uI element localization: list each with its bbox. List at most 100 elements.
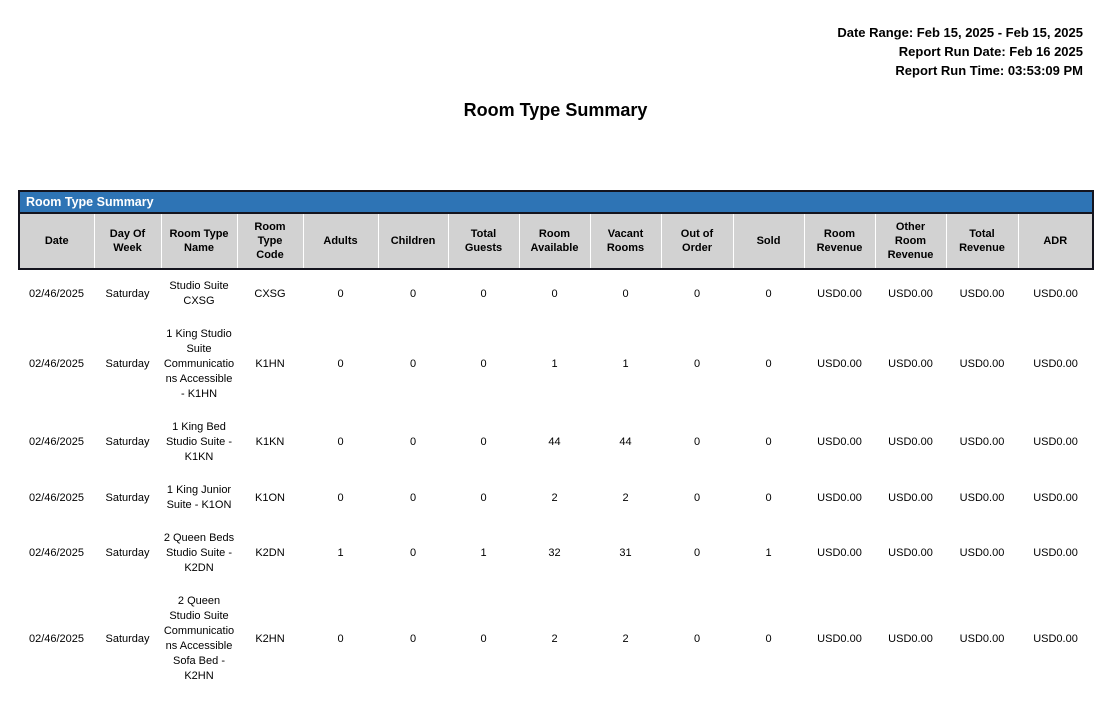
room-type-name-cell: 1 King Studio Suite Communications Acces… bbox=[161, 318, 237, 411]
column-header-sold: Sold bbox=[733, 213, 805, 270]
table-cell: 0 bbox=[661, 474, 733, 522]
column-header-total-guests: Total Guests bbox=[448, 213, 520, 270]
table-cell: 0 bbox=[303, 269, 378, 318]
table-cell: USD0.00 bbox=[804, 269, 875, 318]
table-cell: 2 bbox=[590, 474, 661, 522]
table-cell: USD0.00 bbox=[804, 411, 875, 474]
table-cell: 0 bbox=[378, 411, 448, 474]
column-header-children: Children bbox=[378, 213, 449, 270]
table-cell: K1ON bbox=[237, 474, 303, 522]
table-cell: 1 bbox=[448, 522, 519, 585]
table-cell: 0 bbox=[378, 474, 448, 522]
table-cell: 0 bbox=[448, 474, 519, 522]
table-cell: 0 bbox=[661, 411, 733, 474]
table-cell: USD0.00 bbox=[946, 585, 1018, 693]
table-cell: K2HN bbox=[237, 585, 303, 693]
report-run-time-text: Report Run Time: 03:53:09 PM bbox=[895, 63, 1083, 78]
table-cell: USD0.00 bbox=[1018, 585, 1094, 693]
table-cell: 0 bbox=[303, 474, 378, 522]
column-header-other-room-revenue: Other Room Revenue bbox=[875, 213, 947, 270]
table-cell: 0 bbox=[661, 522, 733, 585]
table-cell: USD0.00 bbox=[1018, 474, 1094, 522]
table-cell: USD0.00 bbox=[804, 318, 875, 411]
column-header-room-type-code: Room Type Code bbox=[237, 213, 304, 270]
table-cell: Saturday bbox=[94, 411, 161, 474]
table-cell: 44 bbox=[590, 411, 661, 474]
room-type-name-cell: Studio Suite CXSG bbox=[161, 269, 237, 318]
table-cell: 1 bbox=[519, 318, 590, 411]
table-cell: USD0.00 bbox=[946, 474, 1018, 522]
table-row: 02/46/2025 Saturday 1 King Studio Suite Co… bbox=[19, 318, 1094, 411]
table-cell: USD0.00 bbox=[875, 269, 946, 318]
table-cell: 0 bbox=[303, 585, 378, 693]
table-cell: K1HN bbox=[237, 318, 303, 411]
table-cell: 0 bbox=[378, 585, 448, 693]
column-header-row: Date Day Of Week Room Type Name Room Type C… bbox=[18, 213, 1095, 270]
table-cell: USD0.00 bbox=[804, 585, 875, 693]
table-cell: K2DN bbox=[237, 522, 303, 585]
table-cell: 2 bbox=[519, 585, 590, 693]
report-table: Room Type Summary Date Day Of Week Room Ty… bbox=[17, 190, 1095, 693]
table-cell: 0 bbox=[733, 474, 804, 522]
room-type-name-cell: 1 King Bed Studio Suite - K1KN bbox=[161, 411, 237, 474]
table-cell: 44 bbox=[519, 411, 590, 474]
room-type-summary-table: Room Type Summary Date Day Of Week Room Ty… bbox=[17, 190, 1095, 693]
column-header-out-of-order: Out of Order bbox=[661, 213, 734, 270]
column-header-room-type-name: Room Type Name bbox=[161, 213, 238, 270]
room-type-name-cell: 2 Queen Studio Suite Communications Acce… bbox=[161, 585, 237, 693]
room-type-name-cell: 1 King Junior Suite - K1ON bbox=[161, 474, 237, 522]
table-row: 02/46/2025 Saturday 1 King Bed Studio Suit… bbox=[19, 411, 1094, 474]
column-header-room-available: Room Available bbox=[519, 213, 591, 270]
table-cell: 0 bbox=[661, 318, 733, 411]
table-cell: 0 bbox=[303, 411, 378, 474]
table-cell: USD0.00 bbox=[875, 411, 946, 474]
table-cell: USD0.00 bbox=[875, 522, 946, 585]
table-cell: 1 bbox=[590, 318, 661, 411]
table-cell: 02/46/2025 bbox=[19, 318, 94, 411]
table-cell: 02/46/2025 bbox=[19, 474, 94, 522]
table-cell: Saturday bbox=[94, 585, 161, 693]
table-cell: USD0.00 bbox=[946, 269, 1018, 318]
table-cell: 0 bbox=[519, 269, 590, 318]
table-cell: K1KN bbox=[237, 411, 303, 474]
table-cell: USD0.00 bbox=[804, 522, 875, 585]
table-cell: 0 bbox=[448, 318, 519, 411]
table-row: 02/46/2025 Saturday 2 Queen Studio Suite C… bbox=[19, 585, 1094, 693]
table-cell: 0 bbox=[661, 585, 733, 693]
table-cell: Saturday bbox=[94, 474, 161, 522]
table-cell: 1 bbox=[733, 522, 804, 585]
table-cell: 1 bbox=[303, 522, 378, 585]
table-cell: 02/46/2025 bbox=[19, 411, 94, 474]
table-cell: 0 bbox=[378, 318, 448, 411]
report-run-date-text: Report Run Date: Feb 16 2025 bbox=[898, 44, 1083, 59]
table-cell: 0 bbox=[733, 411, 804, 474]
table-cell: CXSG bbox=[237, 269, 303, 318]
table-cell: USD0.00 bbox=[1018, 522, 1094, 585]
table-cell: 0 bbox=[448, 585, 519, 693]
table-cell: 0 bbox=[378, 269, 448, 318]
date-range-text: Date Range: Feb 15, 2025 - Feb 15, 2025 bbox=[837, 25, 1083, 40]
table-cell: USD0.00 bbox=[1018, 269, 1094, 318]
table-cell: USD0.00 bbox=[804, 474, 875, 522]
table-cell: 02/46/2025 bbox=[19, 269, 94, 318]
table-cell: 31 bbox=[590, 522, 661, 585]
report-meta: Date Range: Feb 15, 2025 - Feb 15, 2025 … bbox=[837, 23, 1083, 80]
table-row: 02/46/2025 Saturday Studio Suite CXSG CXSG 0… bbox=[19, 269, 1094, 318]
table-cell: 0 bbox=[733, 585, 804, 693]
table-cell: USD0.00 bbox=[946, 318, 1018, 411]
column-header-total-revenue: Total Revenue bbox=[946, 213, 1019, 270]
table-cell: USD0.00 bbox=[1018, 318, 1094, 411]
table-band-row: Room Type Summary bbox=[17, 190, 1095, 214]
table-cell: 0 bbox=[733, 318, 804, 411]
table-cell: 0 bbox=[448, 269, 519, 318]
table-cell: USD0.00 bbox=[1018, 411, 1094, 474]
column-header-vacant-rooms: Vacant Rooms bbox=[590, 213, 662, 270]
column-header-day-of-week: Day Of Week bbox=[94, 213, 162, 270]
table-row: 02/46/2025 Saturday 2 Queen Beds Studio Su… bbox=[19, 522, 1094, 585]
table-cell: 0 bbox=[733, 269, 804, 318]
table-cell: 32 bbox=[519, 522, 590, 585]
table-cell: USD0.00 bbox=[946, 522, 1018, 585]
table-cell: 0 bbox=[448, 411, 519, 474]
table-cell: USD0.00 bbox=[875, 474, 946, 522]
